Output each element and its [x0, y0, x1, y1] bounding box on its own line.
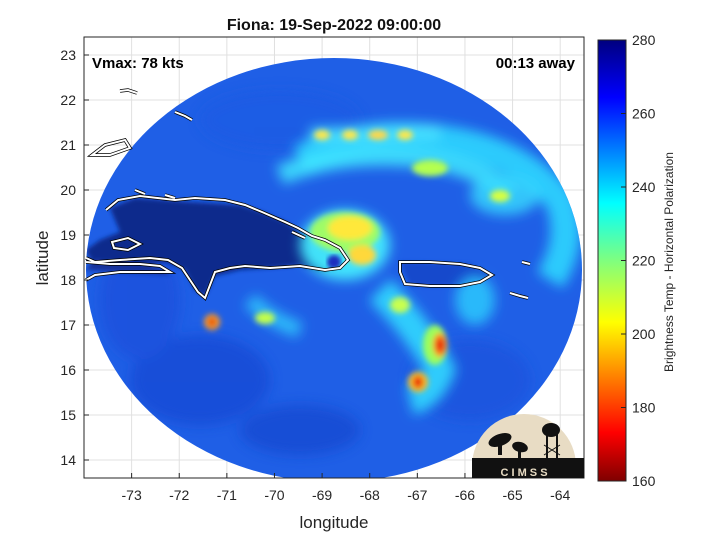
y-tick-label: 15: [60, 407, 76, 423]
y-tick-label: 20: [60, 182, 76, 198]
cimss-logo-text: C I M S S: [500, 467, 547, 479]
colorbar-tick-label: 260: [632, 106, 656, 122]
colorbar-tick-label: 200: [632, 326, 656, 342]
colorbar-tick-label: 240: [632, 179, 656, 195]
x-tick-label: -67: [407, 487, 427, 503]
colorbar-ticks: 160 180 200 220 240 260 280: [621, 32, 656, 489]
x-tick-label: -71: [217, 487, 237, 503]
y-axis-ticks: 14 15 16 17 18 19 20 21 22 23: [60, 47, 89, 468]
x-tick-label: -64: [550, 487, 570, 503]
x-axis-ticks: -73 -72 -71 -70 -69 -68 -67 -66 -65 -64: [122, 473, 571, 503]
x-tick-label: -69: [312, 487, 332, 503]
x-axis-label: longitude: [299, 513, 368, 532]
y-tick-label: 18: [60, 272, 76, 288]
colorbar-tick-label: 180: [632, 400, 656, 416]
figure-title: Fiona: 19-Sep-2022 09:00:00: [227, 17, 441, 34]
time-away-annotation: 00:13 away: [496, 55, 576, 72]
vmax-annotation: Vmax: 78 kts: [92, 55, 184, 72]
y-tick-label: 22: [60, 92, 76, 108]
cimss-logo: C I M S S: [472, 414, 584, 479]
axes-frame: [83, 36, 585, 479]
x-tick-label: -66: [455, 487, 475, 503]
x-tick-label: -72: [169, 487, 189, 503]
x-tick-label: -73: [122, 487, 142, 503]
coastlines: [85, 88, 531, 301]
colorbar-tick-label: 280: [632, 32, 656, 48]
colorbar-tick-label: 160: [632, 473, 656, 489]
y-tick-label: 14: [60, 452, 76, 468]
y-tick-label: 23: [60, 47, 76, 63]
y-tick-label: 17: [60, 317, 76, 333]
colorbar-tick-label: 220: [632, 253, 656, 269]
x-tick-label: -70: [264, 487, 284, 503]
x-tick-label: -68: [360, 487, 380, 503]
storm-eye: [327, 255, 341, 269]
y-tick-label: 19: [60, 227, 76, 243]
y-tick-label: 16: [60, 362, 76, 378]
y-axis-label: latitude: [33, 231, 52, 286]
x-tick-label: -65: [502, 487, 522, 503]
colorbar: 160 180 200 220 240 260 280 Brightness Temp - …: [597, 32, 676, 489]
y-tick-label: 21: [60, 137, 76, 153]
colorbar-label: Brightness Temp - Horizontal Polarizatio…: [662, 152, 676, 372]
